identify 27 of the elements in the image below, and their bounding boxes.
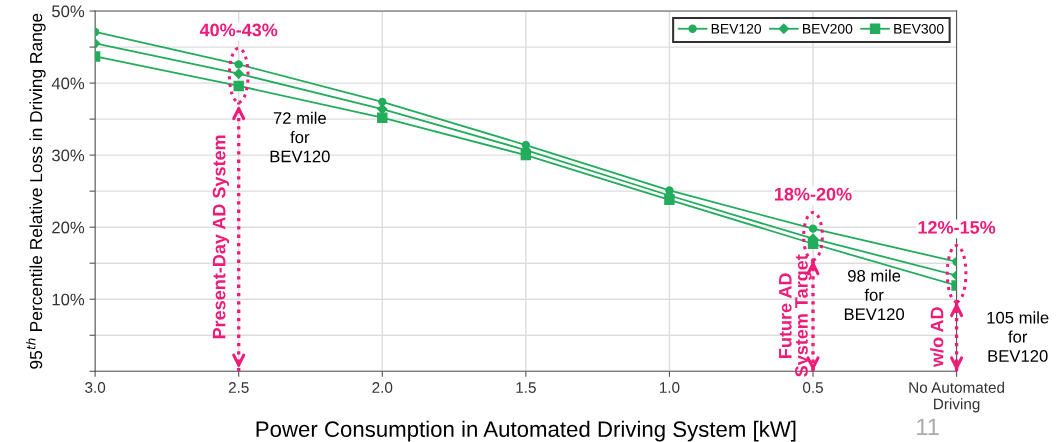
x-axis-title: Power Consumption in Automated Driving System [kW] — [256, 420, 796, 442]
x-tick-label: 0.5 — [802, 382, 823, 393]
legend-label: BEV120 — [711, 23, 762, 34]
x-tick-label: 1.0 — [659, 382, 680, 393]
ref-line-label: Future AD System Target — [779, 254, 812, 377]
ref-line-label: w/o AD — [930, 307, 944, 367]
y-tick-label: 10% — [52, 293, 85, 306]
y-tick-label: 40% — [51, 77, 85, 90]
annotation: 72 mile for BEV120 — [270, 111, 330, 163]
legend-label: BEV300 — [894, 23, 944, 34]
annotation: 18%-20% — [775, 187, 852, 201]
y-tick-label: 50% — [52, 5, 85, 18]
x-tick-label: 2.0 — [372, 382, 393, 393]
annotation: 12%-15% — [918, 220, 996, 234]
legend-label: BEV200 — [803, 23, 853, 34]
text: 11 — [917, 418, 939, 435]
y-tick-label: 20% — [52, 221, 85, 234]
x-tick-label: No Automated Driving — [909, 381, 1005, 413]
x-tick-label: 2.5 — [228, 382, 249, 393]
annotation: 98 mile for BEV120 — [844, 269, 905, 321]
x-tick-label: 1.5 — [516, 382, 536, 393]
annotation: 40%-43% — [199, 23, 278, 37]
x-tick-label: 3.0 — [85, 382, 106, 393]
text: 105 mile for BEV120 — [987, 311, 1049, 362]
ref-line-label: Present-Day AD System — [212, 135, 230, 339]
y-axis-title: 95$^{th}$ Percentile Relative Loss in Driving Range — [26, 13, 46, 369]
y-tick-label: 30% — [51, 149, 85, 162]
